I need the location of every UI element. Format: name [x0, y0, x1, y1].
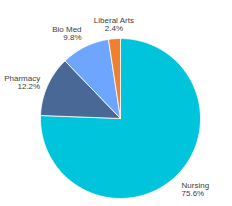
svg-text:Liberal Arts2.4%: Liberal Arts2.4% — [94, 16, 134, 33]
svg-text:Bio Med9.8%: Bio Med9.8% — [52, 25, 81, 42]
svg-text:Nursing75.6%: Nursing75.6% — [182, 181, 210, 198]
svg-text:Pharmacy12.2%: Pharmacy12.2% — [4, 74, 40, 91]
